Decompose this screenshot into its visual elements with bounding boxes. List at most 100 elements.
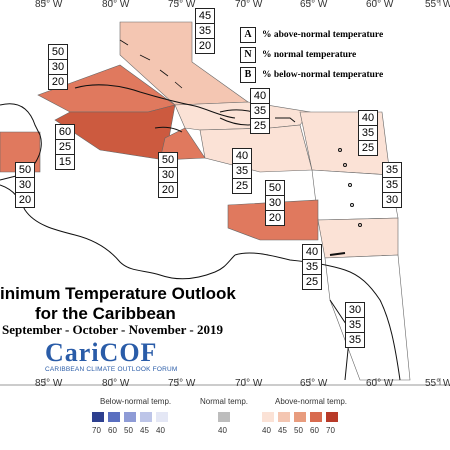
map-subtitle: for the Caribbean (35, 304, 176, 323)
caricof-logo: CariCOF CARIBBEAN CLIMATE OUTLOOK FORUM (45, 338, 178, 374)
legend-row-normal: N % normal temperature (240, 47, 356, 63)
logo-subtitle: CARIBBEAN CLIMATE OUTLOOK FORUM (45, 366, 178, 373)
prob-above: 50 (48, 44, 68, 59)
legend-key-n: N (240, 47, 256, 63)
scale-tick: 70 (92, 426, 101, 435)
prob-normal: 35 (232, 163, 252, 178)
prob-normal: 35 (250, 103, 270, 118)
coastlines (0, 39, 401, 381)
prob-below: 30 (382, 192, 402, 208)
scale-swatch-above (278, 412, 290, 422)
prob-box-hispaniola-north: 40 35 25 (250, 88, 270, 134)
prob-above: 45 (195, 8, 215, 23)
legend-key-a: A (240, 27, 256, 43)
prob-box-jamaica-south: 50 30 20 (158, 152, 178, 198)
scale-swatch-normal (218, 412, 230, 422)
prob-below: 20 (15, 192, 35, 208)
scale-tick: 50 (294, 426, 303, 435)
prob-box-cayman: 60 25 15 (55, 124, 75, 170)
scale-tick: 70 (326, 426, 335, 435)
scale-swatch-above (262, 412, 274, 422)
scale-tick: 40 (156, 426, 165, 435)
legend-row-above: A % above-normal temperature (240, 27, 383, 43)
scale-tick: 40 (218, 426, 227, 435)
prob-normal: 35 (302, 259, 322, 274)
prob-box-bahamas: 45 35 20 (195, 8, 215, 54)
prob-above: 40 (250, 88, 270, 103)
legend-text: % normal temperature (262, 50, 357, 60)
prob-above: 50 (265, 180, 285, 195)
prob-normal: 30 (158, 167, 178, 182)
prob-box-cuba-west: 50 30 20 (48, 44, 68, 90)
scale-swatch-below (140, 412, 152, 422)
lon-label-bottom: 65° W (300, 378, 328, 389)
prob-below: 20 (265, 210, 285, 226)
lon-label-bottom: 55° W (425, 378, 450, 389)
scale-tick: 60 (310, 426, 319, 435)
prob-above: 35 (382, 162, 402, 177)
prob-box-guianas: 30 35 35 (345, 302, 365, 348)
legend-text: % above-normal temperature (262, 30, 384, 40)
scale-swatch-below (92, 412, 104, 422)
prob-normal: 30 (48, 59, 68, 74)
prob-above: 50 (15, 162, 35, 177)
lon-label-bottom: 85° W (35, 378, 63, 389)
map-title: inimum Temperature Outlook (0, 284, 236, 303)
logo-wordmark: CariCOF (45, 338, 158, 367)
prob-box-windward: 35 35 30 (382, 162, 402, 208)
lon-label: 80° W (102, 0, 130, 10)
scale-swatch-below (156, 412, 168, 422)
region-guianas (324, 254, 411, 381)
prob-below: 20 (48, 74, 68, 90)
legend-key-b: B (240, 67, 256, 83)
prob-box-puerto-rico: 50 30 20 (265, 180, 285, 226)
prob-above: 50 (158, 152, 178, 167)
scale-tick: 50 (124, 426, 133, 435)
prob-box-hispaniola-south: 40 35 25 (232, 148, 252, 194)
lon-label-bottom: 70° W (235, 378, 263, 389)
lon-label: 75° W (168, 0, 196, 10)
scale-tick: 40 (262, 426, 271, 435)
scale-swatch-above (326, 412, 338, 422)
graticule (0, 0, 450, 386)
prob-below: 20 (195, 38, 215, 54)
lon-label-bottom: 80° W (102, 378, 130, 389)
region-abc (317, 217, 399, 259)
prob-below: 35 (345, 332, 365, 348)
prob-normal: 35 (195, 23, 215, 38)
prob-below: 15 (55, 154, 75, 170)
prob-normal: 30 (15, 177, 35, 192)
prob-normal: 30 (265, 195, 285, 210)
scale-swatch-below (124, 412, 136, 422)
legend-text: % below-normal temperature (262, 70, 384, 80)
scale-normal-label: Normal temp. (200, 397, 249, 406)
prob-above: 60 (55, 124, 75, 139)
prob-below: 25 (232, 178, 252, 194)
scale-below-label: Below-normal temp. (100, 397, 172, 406)
scale-tick: 60 (108, 426, 117, 435)
prob-box-belize: 50 30 20 (15, 162, 35, 208)
scale-tick: 45 (140, 426, 149, 435)
prob-above: 30 (345, 302, 365, 317)
prob-normal: 35 (382, 177, 402, 192)
lon-label-bottom: 75° W (168, 378, 196, 389)
prob-normal: 35 (345, 317, 365, 332)
lon-label-bottom: 60° W (366, 378, 394, 389)
prob-normal: 25 (55, 139, 75, 154)
scale-swatch-above (310, 412, 322, 422)
prob-below: 25 (358, 140, 378, 156)
scale-swatch-above (294, 412, 306, 422)
lon-label: 60° W (366, 0, 394, 10)
scale-tick: 45 (278, 426, 287, 435)
lon-label: 85° W (35, 0, 63, 10)
lon-label: 70° W (235, 0, 263, 10)
prob-below: 20 (158, 182, 178, 198)
prob-box-leeward: 40 35 25 (358, 110, 378, 156)
legend-row-below: B % below-normal temperature (240, 67, 383, 83)
prob-below: 25 (302, 274, 322, 290)
lon-label: 65° W (300, 0, 328, 10)
prob-below: 25 (250, 118, 270, 134)
prob-normal: 35 (358, 125, 378, 140)
lon-label: 55° W (425, 0, 450, 10)
